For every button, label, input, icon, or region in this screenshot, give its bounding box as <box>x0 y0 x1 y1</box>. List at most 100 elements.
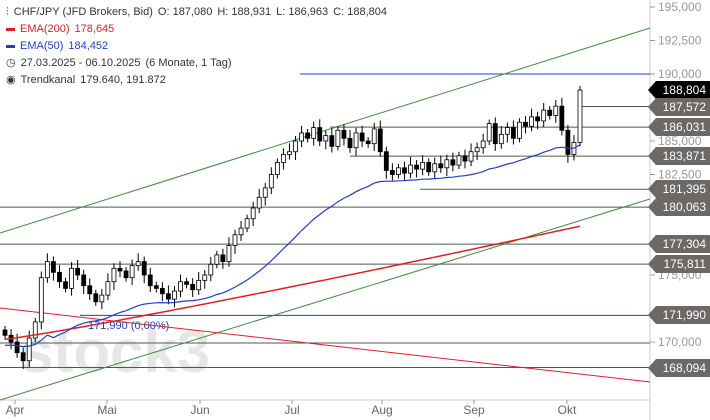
candle <box>220 254 226 262</box>
candle <box>462 155 468 162</box>
price-tag: 183,871 <box>648 147 710 166</box>
candle <box>38 277 44 323</box>
candle <box>196 279 202 291</box>
candle <box>432 163 438 173</box>
candle <box>329 135 335 147</box>
candle <box>305 132 311 139</box>
ema200-label[interactable]: EMA(200) <box>20 23 70 35</box>
candle <box>444 159 450 169</box>
instrument-name: CHF/JPY (JFD Brokers, Bid) <box>13 6 153 18</box>
chart-type-icon[interactable]: ⫶ <box>6 6 9 18</box>
range-note: (6 Monate, 1 Tag) <box>145 57 232 69</box>
candle <box>377 128 383 153</box>
clock-icon: ◷ <box>6 57 16 69</box>
candle <box>287 151 292 155</box>
candle <box>353 132 359 149</box>
candle <box>365 140 371 145</box>
candle <box>87 285 93 295</box>
ema50-swatch <box>6 45 15 48</box>
candle <box>63 281 68 289</box>
candle <box>438 163 444 169</box>
candle <box>371 128 377 145</box>
close-value: C: 188,804 <box>333 6 387 18</box>
price-tag: 177,304 <box>648 235 710 254</box>
candle <box>504 127 510 135</box>
trendline-red <box>0 307 651 383</box>
last-price-tag: 188,804 <box>648 81 710 100</box>
candle <box>268 174 274 189</box>
candle <box>135 261 141 267</box>
x-tick-label: Jul <box>284 403 299 417</box>
candle <box>51 261 56 273</box>
candle <box>26 337 32 362</box>
candle <box>456 155 462 166</box>
candle <box>480 140 486 149</box>
candle <box>420 162 426 170</box>
candle <box>293 140 298 153</box>
price-tag: 175,811 <box>648 255 710 274</box>
candle <box>323 135 329 142</box>
candle <box>159 287 165 295</box>
trendchannel-lower <box>0 198 651 401</box>
candle <box>317 127 323 142</box>
candle <box>244 218 250 229</box>
ema50-value: 184,452 <box>68 40 109 52</box>
y-tick-label: 170,000 <box>658 335 702 349</box>
candle <box>408 164 413 174</box>
x-tick-label: Jun <box>190 403 209 417</box>
candle <box>81 274 87 287</box>
price-tag: 186,031 <box>648 118 710 137</box>
candle <box>389 170 395 175</box>
candle <box>347 137 353 149</box>
x-tick-label: Aug <box>371 403 392 417</box>
candle <box>238 227 244 236</box>
candle <box>450 159 456 166</box>
y-tick-label: 190,000 <box>658 67 702 81</box>
candle <box>14 341 20 354</box>
y-tick-label: 192,500 <box>658 34 702 48</box>
candle <box>75 267 81 276</box>
high-value: H: 188,931 <box>217 6 272 18</box>
candle <box>341 129 347 139</box>
candle <box>214 254 220 265</box>
y-tick-label: 195,000 <box>658 0 702 14</box>
y-tick-label: 182,500 <box>658 168 702 182</box>
candle <box>281 153 286 163</box>
candle <box>166 293 171 300</box>
ema200-line <box>4 225 581 341</box>
candle <box>172 290 177 300</box>
price-tag: 187,572 <box>648 97 710 116</box>
candle <box>250 207 256 220</box>
candle <box>232 234 238 246</box>
trendchannel-upper <box>0 27 651 234</box>
candle <box>511 127 516 139</box>
candle <box>190 283 196 291</box>
candle <box>178 281 183 292</box>
candle <box>498 133 504 145</box>
candle <box>402 167 407 174</box>
ema50-label[interactable]: EMA(50) <box>20 40 64 52</box>
candle <box>553 105 559 116</box>
price-tag: 181,395 <box>648 180 710 199</box>
candle <box>359 132 365 142</box>
candle <box>105 281 111 296</box>
trendchannel-icon: ◉ <box>6 74 16 86</box>
candle <box>486 123 492 142</box>
candle <box>93 293 99 303</box>
candle <box>117 267 123 272</box>
price-tag: 171,990 <box>648 306 710 325</box>
candle <box>20 352 26 362</box>
candle <box>32 321 38 339</box>
candle <box>541 109 547 122</box>
channel-label[interactable]: Trendkanal <box>20 74 76 86</box>
y-tick-label: 185,000 <box>658 134 702 148</box>
candle <box>523 121 528 127</box>
date-range[interactable]: 27.03.2025 - 06.10.2025 <box>20 57 141 69</box>
candle <box>2 329 8 336</box>
candle <box>147 274 153 287</box>
candle <box>208 263 214 276</box>
ema50-line <box>4 144 581 348</box>
price-tag: 180,063 <box>648 198 710 217</box>
